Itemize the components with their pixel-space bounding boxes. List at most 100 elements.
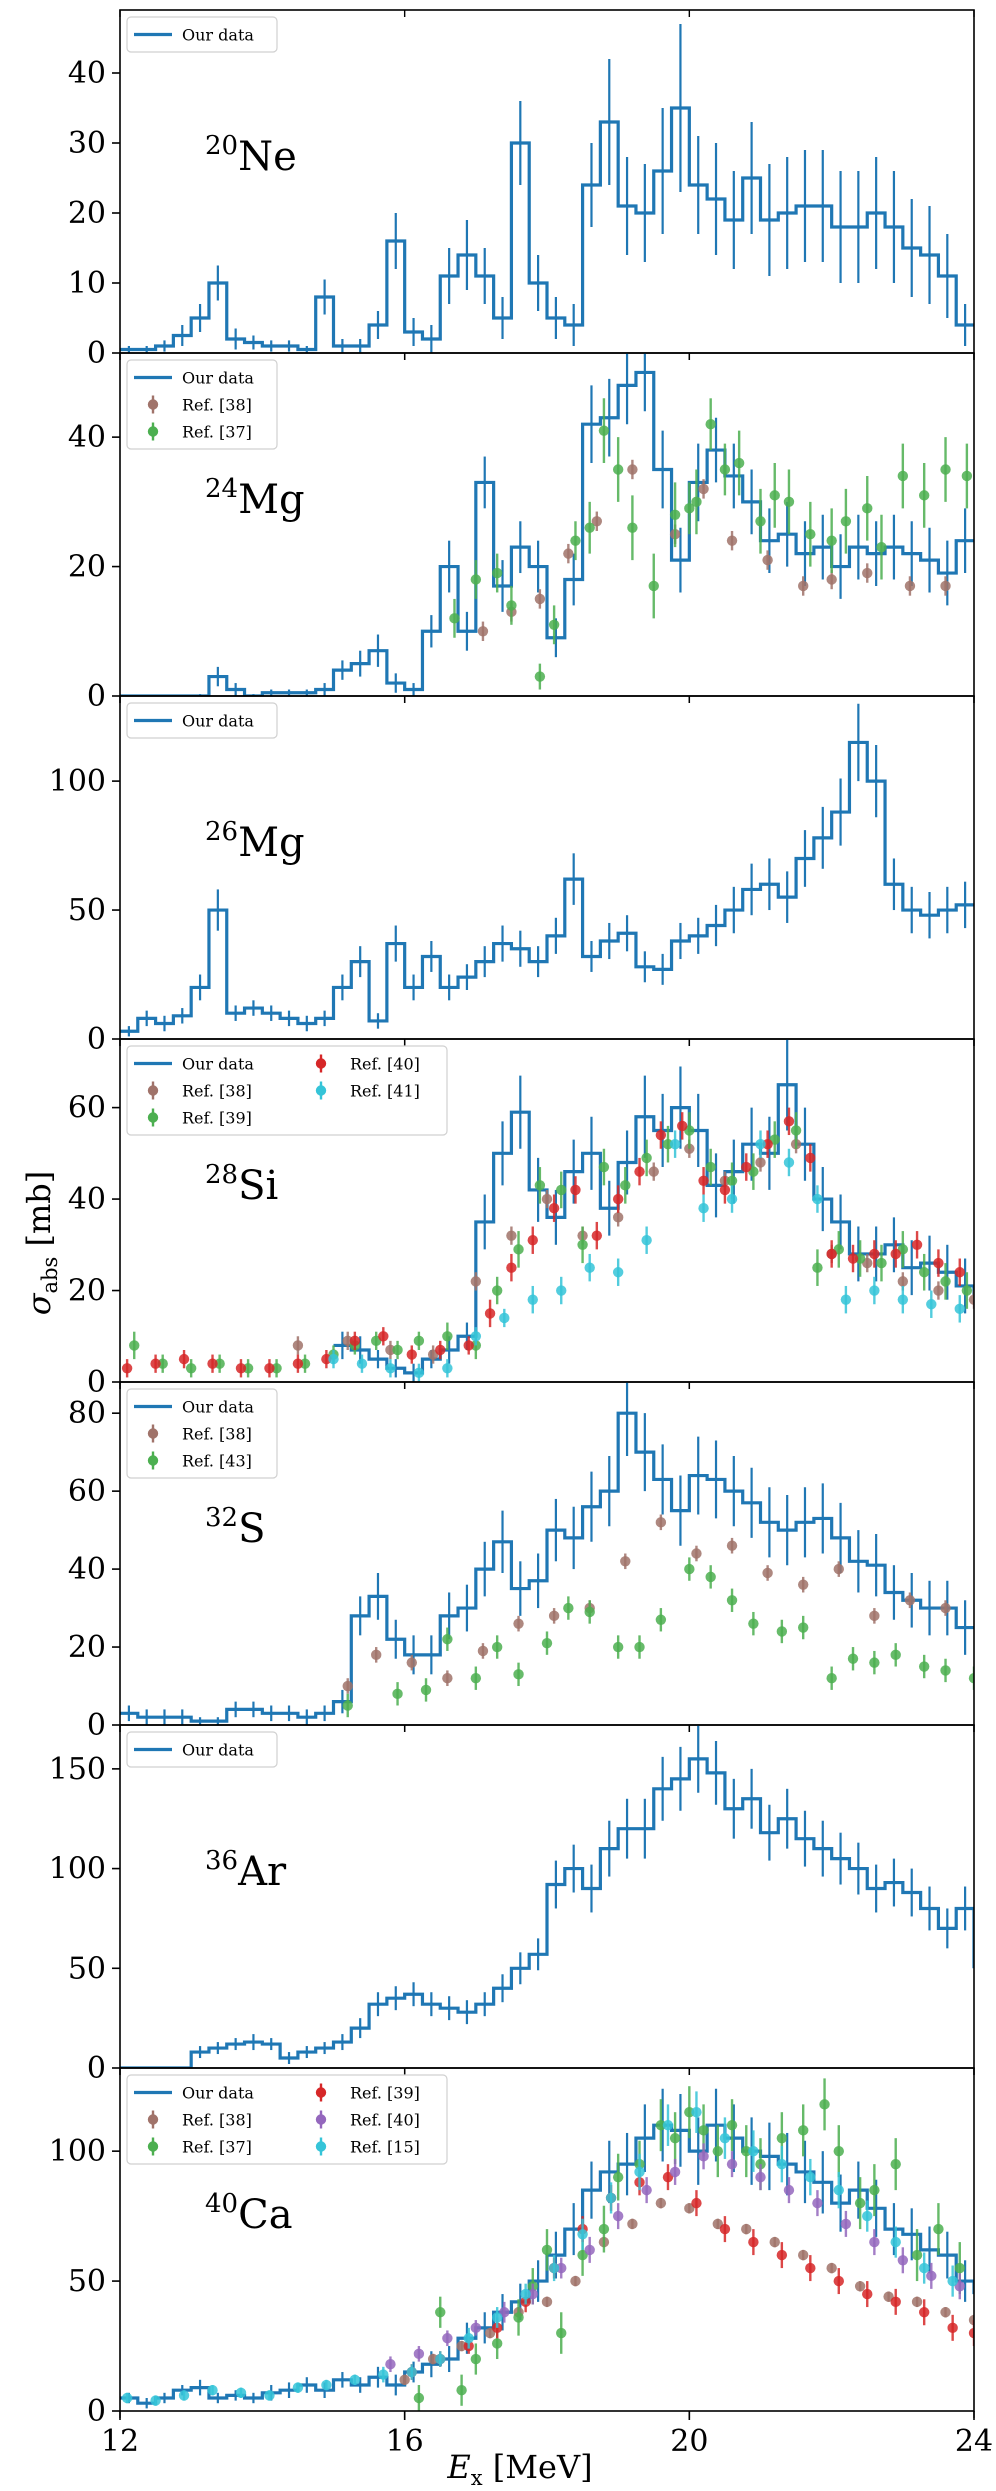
ref-data-point [378,2369,389,2380]
ref-data-point [698,483,709,495]
y-tick-label: 30 [68,126,106,161]
ref-data-point [371,1649,382,1661]
ref-data-point [940,2307,951,2318]
ref-data-point [534,593,546,605]
ref-data-point [541,1193,553,1205]
legend-label: Our data [182,1055,254,1074]
legend: Our data Ref. [38] Ref. [43] [126,1388,278,1479]
ref-data-point [783,496,795,508]
ref-data-point [442,1634,453,1645]
ref-data-point [577,1239,588,1251]
ref-data-point [342,1680,353,1692]
ref-data-point [698,2125,709,2136]
legend-label: Our data [182,1398,254,1417]
ref-data-point [491,567,503,579]
ref-data-point [612,1212,624,1223]
legend-label: Our data [182,369,254,388]
ref-data-point [207,2385,218,2396]
ref-data-point [897,2255,909,2266]
ref-data-point [435,2307,446,2318]
ref-data-point [584,1262,595,1273]
ref-data-point [129,1340,140,1351]
our-data-step-line [120,740,974,1033]
ref-data-point [385,1363,396,1374]
panel-frame [119,695,975,1040]
ref-data-point [833,2275,844,2287]
ref-data-point [762,554,773,566]
ref-data-point [876,1257,887,1269]
ref-data-point [185,1363,197,1374]
ref-data-point [620,1556,631,1567]
ref-data-point [385,1344,396,1356]
ref-data-point [548,2262,560,2274]
ref-data-point [947,2275,958,2287]
nucleus-label: 40Ca [205,2189,293,2238]
ref-data-point [612,1641,624,1653]
ref-data-point [890,2158,901,2170]
ref-data-point [954,2281,965,2292]
nucleus-symbol: Mg [238,820,305,866]
ref-data-point [456,2340,467,2352]
ref-data-point [264,2390,275,2401]
nucleus-label: 32S [205,1503,266,1552]
ref-data-point [121,2392,133,2404]
legend-dot-marker [315,1085,327,1096]
ref-data-point [548,1203,560,1214]
ref-data-point [890,1649,901,1661]
ref-data-point [819,2099,830,2110]
ref-data-point [520,2288,531,2300]
ref-data-point [783,1157,795,1168]
ref-data-point [470,2353,482,2365]
legend-box [126,1045,448,1136]
ref-data-point [798,1579,809,1590]
ref-data-point [413,1335,425,1347]
ref-data-point [798,2125,809,2136]
nucleus-mass: 36 [205,1846,238,1876]
nucleus-mass: 40 [205,2189,238,2219]
ref-data-point [776,2158,788,2170]
legend-label: Ref. [37] [182,2138,252,2157]
ref-data-point [662,1138,674,1150]
ref-data-point [833,2184,844,2196]
ref-data-point [762,1567,773,1579]
ref-data-point [904,1595,916,1606]
panel-ca40: 0 50 100 40Ca Our data Ref. [38] Ref. [37] Ref.… [49,2067,975,2429]
x-axis: 12 16 20 24 [101,2411,993,2459]
ref-data-point [470,1331,482,1342]
ref-data-point [705,1161,716,1173]
ref-data-point [470,1276,482,1287]
ref-data-point [591,516,603,527]
ref-data-point [805,1152,816,1164]
ref-data-point [684,1563,695,1575]
ref-data-point [427,2353,439,2365]
ref-data-point [961,1285,973,1296]
ref-data-point [869,2184,880,2196]
ref-data-point [420,1684,432,1696]
ref-data-point [214,1358,225,1369]
legend-box [126,702,278,739]
ref-data-point [570,535,581,546]
legend-dot-marker [147,2141,159,2152]
y-tick-label: 100 [49,2134,106,2169]
ref-data-point [812,2197,823,2209]
ref-data-point [598,425,610,436]
legend-label: Ref. [41] [350,1082,420,1101]
ref-data-point [712,2218,723,2230]
ref-data-point [762,1138,773,1150]
ref-data-point [413,2392,425,2404]
nucleus-mass: 32 [205,1503,238,1533]
ref-data-point [897,470,909,482]
ref-data-point [940,580,951,592]
ref-data-point [435,2353,446,2365]
our-data-step-line [120,1757,974,2068]
ref-data-point [527,1235,538,1246]
ref-data-point [235,2387,247,2399]
ref-data-point [513,1618,524,1629]
legend-label: Our data [182,26,254,45]
ref-data-point [548,619,560,631]
legend-box [126,16,278,53]
ref-data-point [491,2312,503,2323]
ref-data-point [527,2288,538,2300]
ref-data-point [491,1641,503,1653]
